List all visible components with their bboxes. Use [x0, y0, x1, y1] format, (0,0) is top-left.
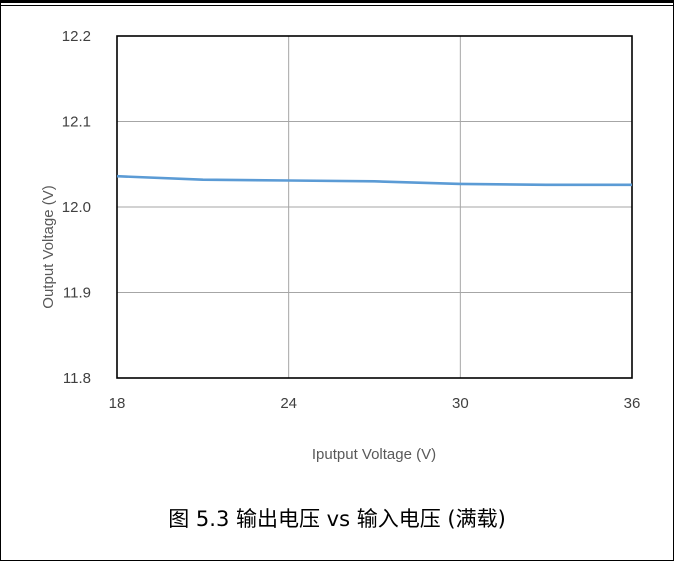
y-tick-label: 12.1 — [62, 114, 91, 131]
series-group — [116, 174, 632, 187]
x-axis-title: Iputput Voltage (V) — [312, 446, 436, 463]
top-rule-thick — [0, 0, 674, 3]
series-line-0 — [116, 174, 632, 187]
x-tick-label: 24 — [280, 395, 297, 412]
y-tick-label: 11.9 — [63, 285, 91, 302]
top-rule-thin — [0, 5, 674, 6]
y-axis-ticks: 11.8 11.9 12.0 12.1 12.2 — [62, 28, 91, 387]
x-axis-ticks: 18 24 30 36 — [109, 395, 641, 412]
figure-caption: 图 5.3 输出电压 vs 输入电压 (满载) — [168, 507, 506, 531]
grid-lines — [116, 35, 633, 379]
x-tick-label: 30 — [452, 395, 469, 412]
y-tick-label: 12.0 — [62, 199, 91, 216]
x-tick-label: 36 — [624, 395, 641, 412]
y-tick-label: 11.8 — [63, 370, 91, 387]
y-tick-label: 12.2 — [62, 28, 91, 45]
plot-area-border — [116, 35, 633, 379]
y-axis-title: Output Voltage (V) — [40, 185, 57, 308]
x-tick-label: 18 — [109, 395, 126, 412]
line-chart: 11.8 11.9 12.0 12.1 12.2 18 24 30 36 Output Vol… — [40, 28, 641, 463]
